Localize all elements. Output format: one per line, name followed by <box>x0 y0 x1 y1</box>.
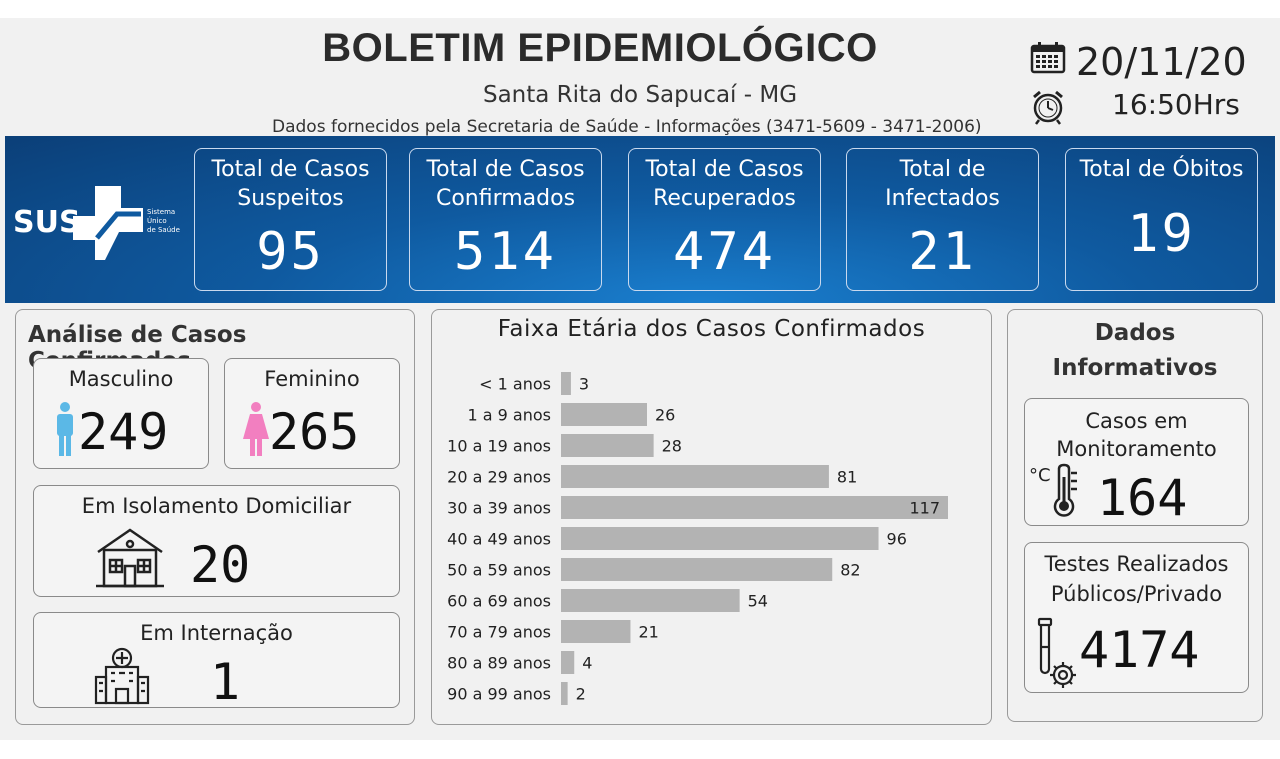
svg-text:°C: °C <box>1029 465 1051 486</box>
hospital-count: 1 <box>210 653 241 711</box>
stat-value: 95 <box>256 222 325 282</box>
bar-value-label: 4 <box>582 654 592 673</box>
info-panel: Dados Informativos Casos em Monitoramento… <box>1007 309 1263 722</box>
calendar-icon <box>1030 42 1066 74</box>
bar-value-label: 28 <box>662 437 682 456</box>
bar-value-label: 21 <box>638 623 658 642</box>
female-count: 265 <box>269 403 360 461</box>
age-chart-panel: Faixa Etária dos Casos Confirmados < 1 a… <box>431 309 992 725</box>
category-label: 40 a 49 anos <box>447 530 551 549</box>
bar <box>561 682 568 705</box>
stat-value: 19 <box>1127 204 1196 264</box>
bar-value-label: 117 <box>909 499 940 518</box>
stat-suspected: Total de Casos Suspeitos 95 <box>194 148 387 291</box>
bar-value-label: 2 <box>576 685 586 704</box>
thermometer-icon: °C <box>1029 463 1077 517</box>
category-label: < 1 anos <box>479 375 551 394</box>
bar <box>561 403 647 426</box>
sus-logo-text: SUS <box>13 205 81 240</box>
bar-value-label: 81 <box>837 468 857 487</box>
female-card: Feminino 265 <box>224 358 400 469</box>
stat-label: Total de Casos Suspeitos <box>211 157 370 211</box>
bar-value-label: 82 <box>840 561 860 580</box>
stat-label: Total de Infectados <box>885 157 1000 211</box>
hospital-icon <box>94 647 150 705</box>
stat-label: Total de Óbitos <box>1079 157 1244 182</box>
bar <box>561 372 571 395</box>
bulletin-date: 20/11/20 <box>1076 40 1247 84</box>
bar-value-label: 54 <box>748 592 768 611</box>
female-label: Feminino <box>264 367 360 391</box>
bar-value-label: 96 <box>887 530 907 549</box>
stat-label: Total de Casos Recuperados <box>645 157 804 211</box>
category-label: 50 a 59 anos <box>447 561 551 580</box>
stat-confirmed: Total de Casos Confirmados 514 <box>409 148 602 291</box>
test-tube-virus-icon <box>1037 617 1076 688</box>
category-label: 60 a 69 anos <box>447 592 551 611</box>
tests-label: Testes Realizados Públicos/Privado <box>1044 552 1229 606</box>
stat-infected: Total de Infectados 21 <box>846 148 1039 291</box>
stat-value: 474 <box>673 222 776 282</box>
hospital-card: Em Internação 1 <box>33 612 400 711</box>
chart-title: Faixa Etária dos Casos Confirmados <box>497 316 926 342</box>
alarm-clock-icon <box>1033 90 1063 125</box>
sus-logo: SUS Sistema Único de Saúde <box>13 186 180 260</box>
category-label: 20 a 29 anos <box>447 468 551 487</box>
bar-value-label: 3 <box>579 375 589 394</box>
data-source-note: Dados fornecidos pela Secretaria de Saúd… <box>272 117 982 137</box>
bar <box>561 527 879 550</box>
stat-deaths: Total de Óbitos 19 <box>1065 148 1258 291</box>
category-label: 90 a 99 anos <box>447 685 551 704</box>
age-bar-chart: < 1 anos 3 1 a 9 anos 26 10 a 19 anos 28 20 a … <box>447 372 948 705</box>
category-label: 10 a 19 anos <box>447 437 551 456</box>
male-count: 249 <box>78 403 169 461</box>
stat-value: 514 <box>454 222 557 282</box>
isolation-card: Em Isolamento Domiciliar 20 <box>33 485 400 597</box>
stat-recovered: Total de Casos Recuperados 474 <box>628 148 821 291</box>
male-label: Masculino <box>68 367 174 391</box>
info-title-line1: Dados <box>1094 320 1176 346</box>
stat-value: 21 <box>908 222 977 282</box>
bar <box>561 465 829 488</box>
category-label: 30 a 39 anos <box>447 499 551 518</box>
sus-caption-2: Único <box>147 216 167 225</box>
totals-band: SUS Sistema Único de Saúde Total de Caso… <box>5 136 1275 303</box>
male-card: Masculino 249 <box>33 358 209 469</box>
monitoring-card: Casos em Monitoramento °C 164 <box>1024 398 1249 527</box>
tests-card: Testes Realizados Públicos/Privado 4174 <box>1024 542 1249 693</box>
bar <box>561 496 948 519</box>
stat-label: Total de Casos Confirmados <box>426 157 585 211</box>
bar <box>561 589 740 612</box>
monitoring-label: Casos em Monitoramento <box>1056 409 1217 461</box>
bar <box>561 434 654 457</box>
bulletin-time: 16:50Hrs <box>1112 88 1240 121</box>
monitoring-count: 164 <box>1097 469 1188 527</box>
analysis-panel: Análise de Casos Confirmados Masculino 2… <box>15 309 415 725</box>
city-subtitle: Santa Rita do Sapucaí - MG <box>482 82 798 108</box>
category-label: 70 a 79 anos <box>447 623 551 642</box>
house-icon <box>96 528 164 588</box>
info-title-line2: Informativos <box>1052 355 1218 381</box>
bar <box>561 620 631 643</box>
category-label: 1 a 9 anos <box>468 406 552 425</box>
bar <box>561 651 575 674</box>
bar <box>561 558 833 581</box>
bar-value-label: 26 <box>655 406 675 425</box>
isolation-label: Em Isolamento Domiciliar <box>81 494 352 518</box>
hospital-label: Em Internação <box>140 621 293 645</box>
tests-count: 4174 <box>1079 621 1200 679</box>
sus-caption-3: de Saúde <box>147 226 180 234</box>
male-person-icon <box>57 402 73 456</box>
female-person-icon <box>243 402 269 456</box>
page-title: BOLETIM EPIDEMIOLÓGICO <box>322 26 878 70</box>
isolation-count: 20 <box>190 536 251 594</box>
sus-caption-1: Sistema <box>147 208 175 216</box>
category-label: 80 a 89 anos <box>447 654 551 673</box>
